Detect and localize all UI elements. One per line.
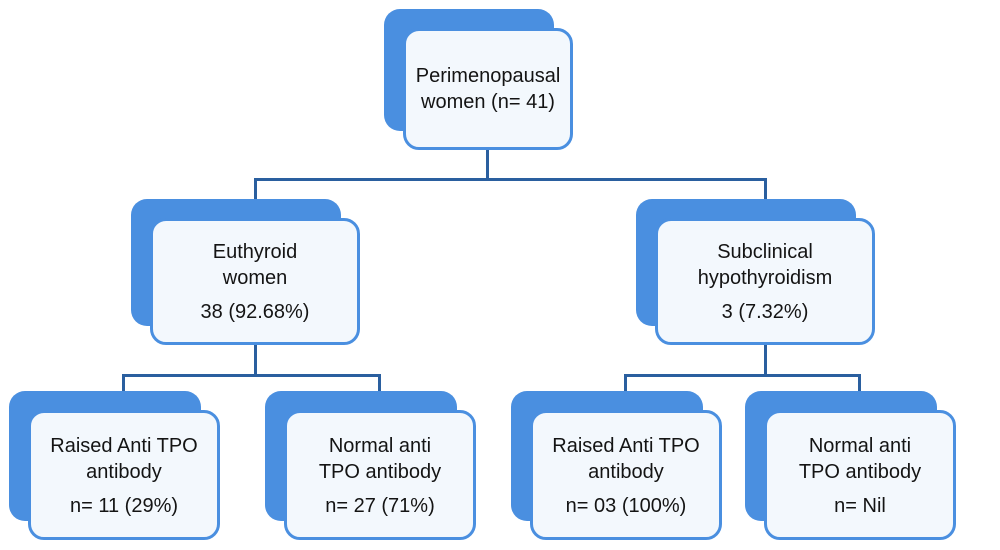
connector-root-stem — [486, 149, 489, 180]
node-label: Normal anti TPO antibody — [798, 434, 922, 483]
connector-subclinical-stem — [764, 344, 767, 376]
node-value: 38 (92.68%) — [200, 301, 310, 323]
node-value: n= 03 (100%) — [565, 494, 687, 517]
node-value: 3 (7.32%) — [721, 301, 809, 323]
node-card: Normal anti TPO antibody n= Nil — [764, 410, 956, 540]
node-card: Normal anti TPO antibody n= 27 (71%) — [284, 410, 476, 540]
node-card: Perimenopausal women (n= 41) — [403, 28, 573, 150]
node-subclinical-hypothyroidism: Subclinical hypothyroidism 3 (7.32%) — [636, 199, 875, 345]
node-label: Perimenopausal women (n= 41) — [415, 65, 561, 113]
node-label: Raised Anti TPO antibody — [50, 434, 198, 483]
node-perimenopausal-women: Perimenopausal women (n= 41) — [384, 9, 573, 150]
node-euthyroid-normal-anti-tpo: Normal anti TPO antibody n= 27 (71%) — [265, 391, 476, 540]
node-value: n= 11 (29%) — [69, 494, 179, 517]
node-card: Euthyroid women 38 (92.68%) — [150, 218, 360, 345]
node-label: Subclinical hypothyroidism — [697, 241, 833, 289]
node-value: n= 27 (71%) — [325, 494, 435, 517]
connector-subclinical-drop — [764, 178, 767, 219]
connector-subclinical-hline — [624, 374, 861, 377]
node-card: Subclinical hypothyroidism 3 (7.32%) — [655, 218, 875, 345]
node-euthyroid-women: Euthyroid women 38 (92.68%) — [131, 199, 360, 345]
node-label: Normal anti TPO antibody — [318, 434, 442, 483]
connector-euthyroid-drop — [254, 178, 257, 219]
node-value: n= Nil — [834, 494, 886, 517]
connector-euthyroid-hline — [122, 374, 381, 377]
connector-level1-hline — [254, 178, 767, 181]
node-subclinical-normal-anti-tpo: Normal anti TPO antibody n= Nil — [745, 391, 956, 540]
node-label: Euthyroid women — [212, 241, 298, 289]
node-card: Raised Anti TPO antibody n= 11 (29%) — [28, 410, 220, 540]
node-label: Raised Anti TPO antibody — [552, 434, 700, 483]
node-euthyroid-raised-anti-tpo: Raised Anti TPO antibody n= 11 (29%) — [9, 391, 220, 540]
node-card: Raised Anti TPO antibody n= 03 (100%) — [530, 410, 722, 540]
connector-euthyroid-stem — [254, 344, 257, 376]
node-subclinical-raised-anti-tpo: Raised Anti TPO antibody n= 03 (100%) — [511, 391, 722, 540]
